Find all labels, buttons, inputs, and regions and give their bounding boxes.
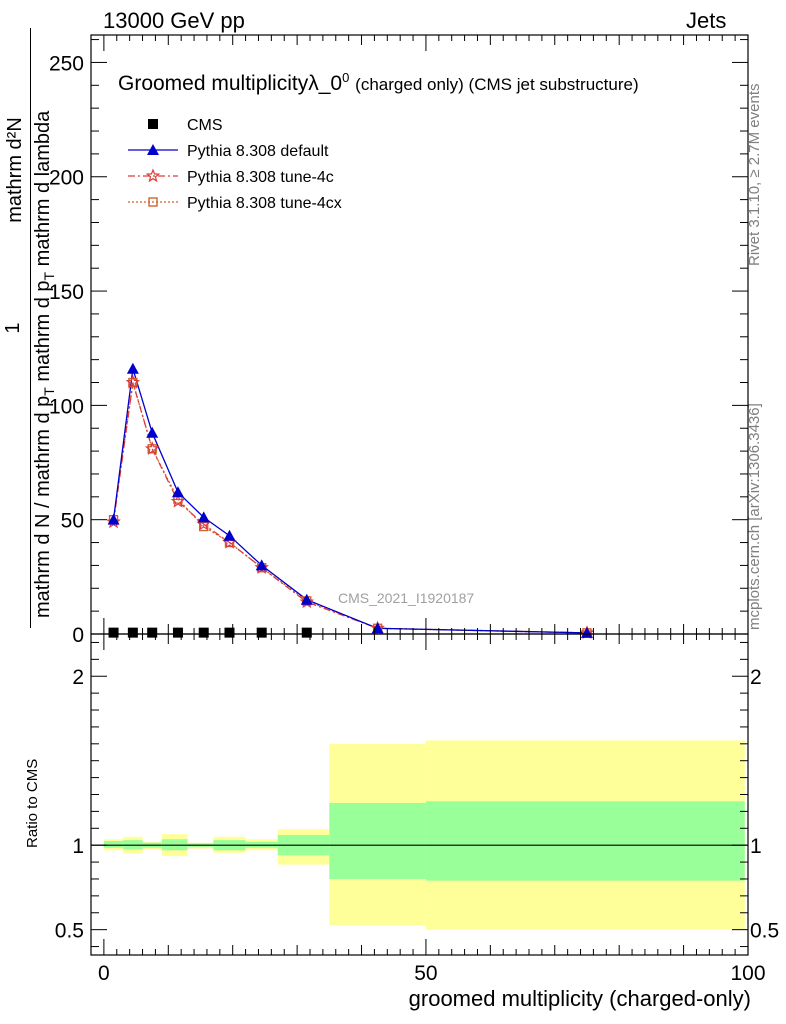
analysis-watermark: CMS_2021_I1920187 — [338, 590, 474, 606]
header-right-label: Jets — [686, 8, 727, 33]
series-2-point-1 — [125, 374, 141, 389]
series-2-point-3 — [170, 493, 186, 508]
ratio-bands — [91, 740, 748, 930]
legend-label-3: Pythia 8.308 tune-4cx — [187, 195, 342, 212]
main-y-tick-label: 200 — [49, 167, 84, 190]
series-1-point-5 — [223, 529, 236, 541]
series-0-point-1 — [127, 627, 138, 638]
ratio-band-inner-8 — [329, 802, 426, 879]
ratio-y-tick-label: 1 — [72, 835, 84, 858]
series-1-point-6 — [255, 559, 268, 571]
legend-label-2: Pythia 8.308 tune-4c — [187, 169, 334, 186]
legend-marker-1 — [147, 144, 159, 155]
x-tick-label: 0 — [98, 962, 110, 985]
legend-marker-2 — [145, 168, 161, 183]
legend-label-1: Pythia 8.308 default — [187, 143, 329, 160]
ratio-band-inner-0 — [103, 840, 124, 848]
legend-marker-0 — [148, 119, 158, 129]
ratio-y-tick-label-right: 2 — [750, 666, 762, 689]
axes: 0 50 100 150 200 250 0 50 100 0.5 0.5 1 1 2 2 — [49, 34, 779, 985]
series-0-point-6 — [256, 627, 267, 638]
legend-marker-3 — [148, 197, 158, 207]
series-0-point-3 — [172, 627, 183, 638]
series-line-2 — [112, 382, 588, 634]
series-1-point-9 — [580, 626, 593, 638]
main-y-tick-label: 0 — [72, 624, 84, 647]
series-line-1 — [112, 368, 588, 634]
series-3-point-4 — [199, 521, 209, 532]
series-0-point-2 — [147, 627, 158, 638]
series-1-point-2 — [146, 426, 159, 438]
series-1-point-1 — [126, 362, 139, 374]
series-1-point-0 — [107, 513, 120, 525]
main-y-tick-label: 50 — [61, 510, 84, 533]
ratio-y-tick-label: 0.5 — [55, 920, 84, 943]
series-0-point-0 — [108, 627, 119, 638]
ratio-y-tick-label: 2 — [72, 666, 84, 689]
series-0-point-7 — [301, 627, 312, 638]
main-y-tick-label: 150 — [49, 281, 84, 304]
legend: CMS Pythia 8.308 default Pythia 8.308 tune… — [128, 117, 342, 212]
series-1-point-7 — [300, 593, 313, 605]
x-tick-label: 100 — [730, 962, 765, 985]
main-y-tick-label: 100 — [49, 395, 84, 418]
x-axis-label: groomed multiplicity (charged-only) — [408, 986, 751, 1011]
ratio-y-tick-label-right: 0.5 — [750, 920, 779, 943]
x-tick-label: 50 — [414, 962, 437, 985]
plot-title: Groomed multiplicityλ_00 (charged only) … — [118, 70, 639, 95]
legend-label-0: CMS — [187, 117, 223, 134]
header-left-label: 13000 GeV pp — [103, 8, 245, 33]
series-1-point-3 — [171, 486, 184, 498]
series-0-point-5 — [224, 627, 235, 638]
ratio-y-tick-label-right: 1 — [750, 835, 762, 858]
series-1-point-4 — [197, 511, 210, 523]
main-marks — [106, 362, 595, 640]
ratio-band-inner-9 — [425, 801, 745, 881]
main-y-tick-label: 250 — [49, 52, 84, 75]
series-0-point-4 — [198, 627, 209, 638]
series-2-point-2 — [144, 441, 160, 456]
